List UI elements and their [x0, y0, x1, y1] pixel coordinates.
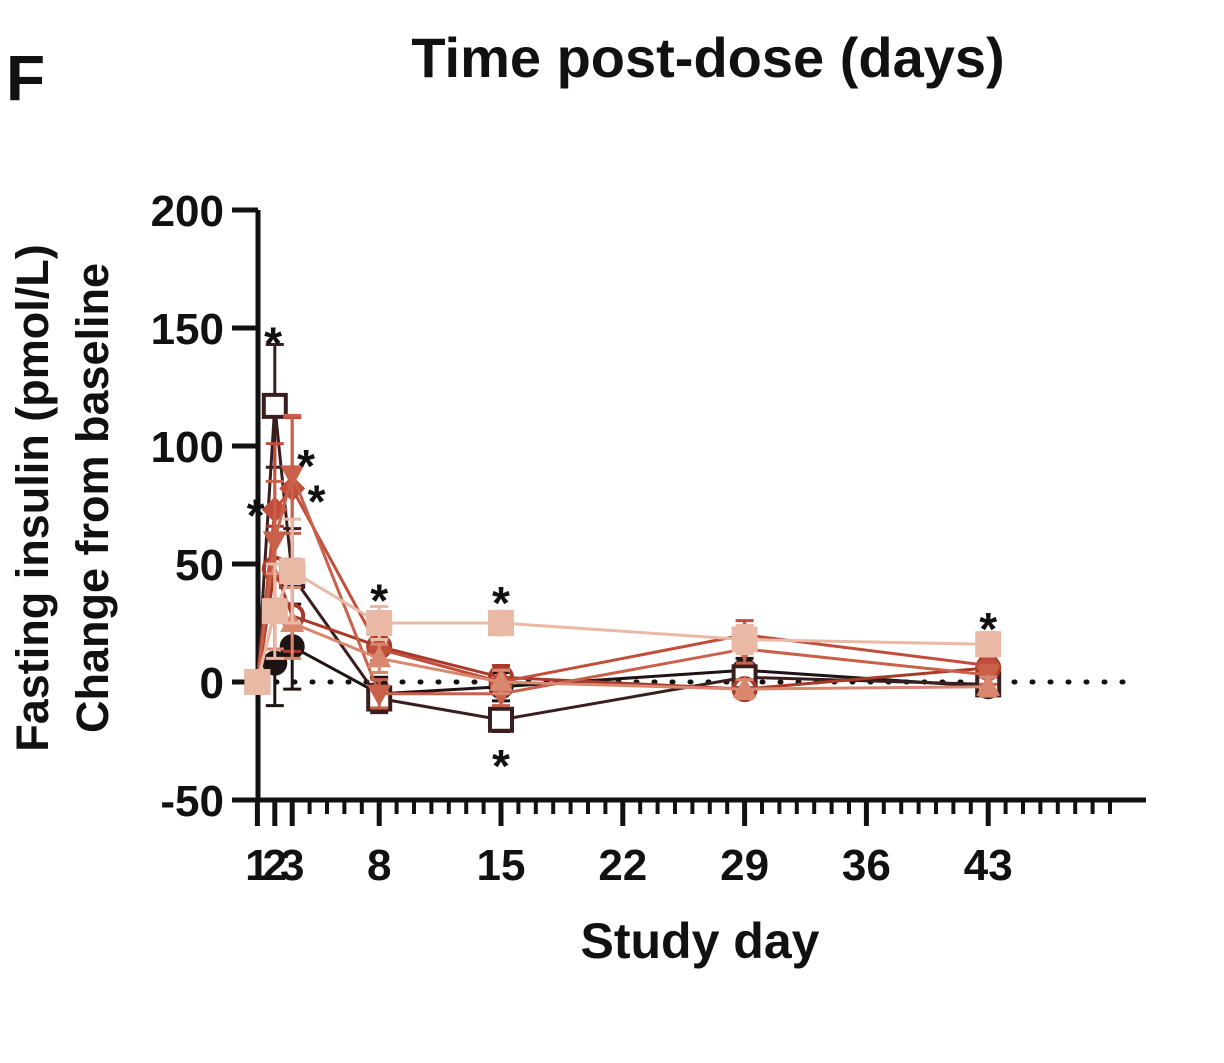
series-line	[255, 469, 989, 696]
series-4	[244, 416, 1002, 696]
x-tick-label: 1	[245, 841, 269, 890]
x-tick-label: 43	[964, 841, 1013, 890]
x-tick-label: 2	[263, 841, 287, 890]
x-axis-title: Study day	[581, 913, 820, 969]
significance-asterisk: *	[308, 476, 326, 528]
data-point	[279, 558, 306, 585]
y-axis-title-line1: Fasting insulin (pmol/L)	[7, 244, 58, 751]
x-tick-label: 22	[598, 841, 647, 890]
data-point	[261, 598, 288, 625]
data-point	[488, 706, 514, 733]
y-tick-label: 200	[151, 187, 224, 236]
series-5	[245, 413, 1001, 710]
y-axis-title-line2: Change from baseline	[67, 263, 118, 733]
x-tick-label: 29	[720, 841, 769, 890]
x-tick-label: 36	[842, 841, 891, 890]
y-tick-label: 50	[175, 541, 224, 590]
data-point	[367, 684, 392, 707]
data-point	[732, 676, 757, 699]
significance-asterisk: *	[492, 577, 510, 629]
significance-asterisk: *	[264, 317, 282, 369]
data-point	[366, 610, 393, 636]
data-point	[262, 531, 287, 554]
x-tick-label: 8	[367, 841, 391, 890]
data-point	[489, 669, 513, 691]
data-point	[244, 669, 271, 695]
data-point	[261, 392, 288, 419]
series-7	[244, 517, 1002, 695]
y-tick-label: -50	[160, 777, 224, 826]
chart-title: Time post-dose (days)	[411, 26, 1004, 89]
y-tick-label: 100	[151, 423, 224, 472]
data-point	[488, 610, 514, 636]
data-point	[367, 645, 392, 668]
x-tick-label: 15	[477, 841, 526, 890]
significance-asterisk: *	[247, 490, 265, 542]
significance-asterisk: *	[370, 575, 388, 627]
panel-label: F	[6, 42, 45, 114]
significance-asterisk: *	[492, 740, 510, 792]
data-point	[280, 465, 305, 488]
y-tick-label: 150	[151, 305, 224, 354]
data-point	[731, 626, 758, 653]
significance-asterisk: *	[979, 603, 997, 655]
significance-asterisk: *	[297, 440, 315, 492]
data-point	[976, 673, 1001, 696]
data-point	[975, 631, 1002, 658]
series-2	[244, 343, 1002, 734]
x-tick-label: 3	[280, 841, 304, 890]
y-tick-label: 0	[200, 659, 224, 708]
